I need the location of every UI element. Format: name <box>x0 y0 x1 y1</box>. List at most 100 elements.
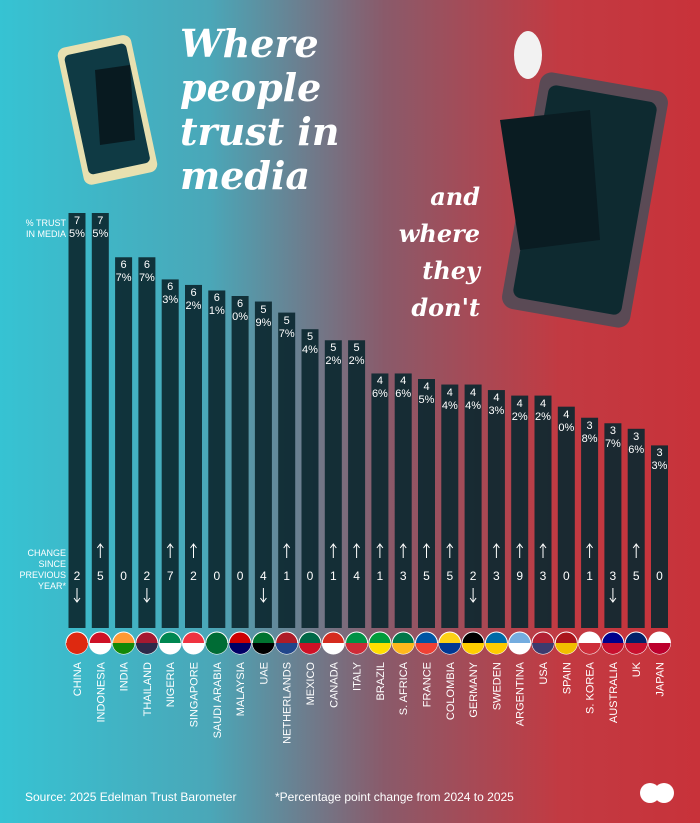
flag-part <box>275 643 298 654</box>
arrow-down <box>260 588 267 603</box>
arrow-up <box>423 543 430 558</box>
change-label: 4 <box>353 569 360 583</box>
change-label: 3 <box>493 569 500 583</box>
figure <box>95 65 135 145</box>
x-tick-label: INDONESIA <box>95 661 107 722</box>
value-label: 44% <box>441 386 458 412</box>
change-label: 1 <box>283 569 290 583</box>
flag-part <box>229 643 252 654</box>
change-label: 9 <box>516 569 523 583</box>
flag-part <box>205 643 228 654</box>
arrow-up <box>493 543 500 558</box>
change-label: 2 <box>74 569 81 583</box>
flag-part <box>601 643 624 654</box>
change-label: 0 <box>237 569 244 583</box>
flag-part <box>135 643 158 654</box>
x-tick-label: MEXICO <box>305 662 317 706</box>
bar <box>138 257 156 628</box>
title: Where people trust in media <box>180 21 340 198</box>
x-tick-label: ARGENTINA <box>515 661 527 726</box>
change-label: 5 <box>633 569 640 583</box>
logo <box>640 783 674 803</box>
bar <box>651 445 668 628</box>
figure <box>500 110 600 250</box>
flag-part <box>159 643 182 654</box>
logo-part <box>640 783 660 803</box>
flag-part <box>438 643 461 654</box>
x-tick-label: SWEDEN <box>491 662 503 710</box>
value-label: 42% <box>535 397 551 423</box>
x-tick-label: SAUDI ARABIA <box>212 661 224 738</box>
arrow-up <box>586 543 593 558</box>
arrow-up <box>376 543 384 558</box>
x-tick-label: MALAYSIA <box>235 661 247 716</box>
x-tick-label: COLOMBIA <box>445 661 457 720</box>
bar <box>278 312 296 628</box>
value-label: 52% <box>348 342 365 368</box>
change-label: 0 <box>563 569 570 583</box>
bar <box>534 395 552 628</box>
arrow-up <box>539 543 547 558</box>
bar <box>604 423 622 628</box>
flag-part <box>252 643 275 654</box>
arrow-up <box>96 543 104 558</box>
x-tick-label: BRAZIL <box>375 662 387 701</box>
flag-part <box>462 643 485 654</box>
change-label: 0 <box>120 569 127 583</box>
change-label: 1 <box>377 569 384 583</box>
change-label: 0 <box>656 569 663 583</box>
x-tick-label: UK <box>631 661 643 677</box>
value-label: 63% <box>162 281 179 307</box>
flag-part <box>345 643 368 654</box>
flag-part <box>89 643 112 654</box>
value-label: 46% <box>395 375 412 401</box>
illustration-left <box>57 35 158 185</box>
bar <box>418 379 435 628</box>
arrow-up <box>399 543 407 558</box>
value-label: 52% <box>325 342 342 368</box>
x-tick-label: JAPAN <box>655 662 667 697</box>
value-label: 60% <box>232 298 249 323</box>
logo-part <box>654 783 674 803</box>
x-tick-label: AUSTRALIA <box>608 661 620 723</box>
bar <box>464 384 482 628</box>
x-tick-label: FRANCE <box>422 662 434 707</box>
change-label: 2 <box>144 569 151 583</box>
value-label: 42% <box>511 397 528 423</box>
bar <box>115 257 133 628</box>
y-label: % TRUST IN MEDIA <box>25 218 66 239</box>
bar <box>68 213 86 628</box>
flag-part <box>532 643 554 654</box>
flag-part <box>555 643 578 654</box>
value-label: 36% <box>628 430 645 456</box>
bar <box>324 340 342 628</box>
value-label: 44% <box>465 386 482 412</box>
value-label: 75% <box>69 215 85 240</box>
arrow-up <box>283 543 291 558</box>
arrow-down <box>73 588 81 603</box>
arrow-up <box>190 543 197 558</box>
change-label: 7 <box>167 569 174 583</box>
change-label: 2 <box>470 569 477 583</box>
bar <box>371 373 389 628</box>
value-label: 59% <box>255 303 272 329</box>
flag-part <box>508 643 531 654</box>
change-label: 2 <box>190 569 197 583</box>
x-tick-label: CHINA <box>72 661 84 696</box>
value-label: 46% <box>371 375 388 401</box>
value-label: 67% <box>115 259 132 285</box>
bar <box>511 395 529 628</box>
arrow-up <box>353 543 360 558</box>
flag-part <box>392 643 415 654</box>
flag-part <box>648 643 671 654</box>
bar <box>487 390 505 628</box>
flag-part <box>368 643 391 654</box>
x-tick-label: ITALY <box>352 661 364 691</box>
change-label: 3 <box>400 569 407 583</box>
value-label: 33% <box>651 447 668 473</box>
value-label: 62% <box>185 286 202 312</box>
arrow-up <box>516 543 524 558</box>
illustration-right <box>500 31 668 328</box>
bar <box>627 428 645 628</box>
